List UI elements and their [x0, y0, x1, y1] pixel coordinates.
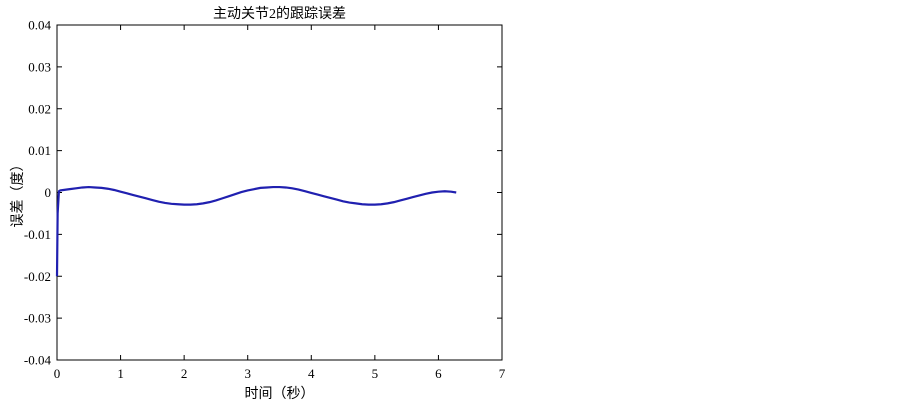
chart-title: 主动关节2的跟踪误差: [213, 6, 346, 22]
x-axis-label: 时间（秒）: [245, 386, 315, 402]
x-tick-label: 3: [244, 366, 251, 381]
x-tick-label: 1: [117, 366, 124, 381]
y-axis-ticks: -0.04 -0.03 -0.02 -0.01 0 0.01 0.02 0.03 0.04: [24, 18, 502, 368]
y-tick-label: 0.02: [28, 101, 51, 116]
x-tick-label: 2: [181, 366, 188, 381]
x-tick-label: 4: [308, 366, 315, 381]
y-tick-label: 0.04: [28, 18, 51, 33]
x-axis-ticks: 0 1 2 3 4 5 6 7: [54, 25, 506, 381]
y-tick-label: -0.03: [24, 311, 51, 326]
x-tick-label: 5: [372, 366, 379, 381]
y-tick-label: 0.01: [28, 143, 51, 158]
y-tick-label: 0.03: [28, 59, 51, 74]
y-tick-label: 0: [45, 185, 52, 200]
y-tick-label: -0.02: [24, 269, 51, 284]
y-tick-label: -0.01: [24, 227, 51, 242]
x-tick-label: 6: [435, 366, 442, 381]
series-line-tracking-error: [55, 185, 457, 277]
x-tick-label: 7: [499, 366, 506, 381]
x-tick-label: 0: [54, 366, 61, 381]
y-axis-label: 误差（度）: [10, 158, 26, 228]
y-tick-label: -0.04: [24, 353, 52, 368]
